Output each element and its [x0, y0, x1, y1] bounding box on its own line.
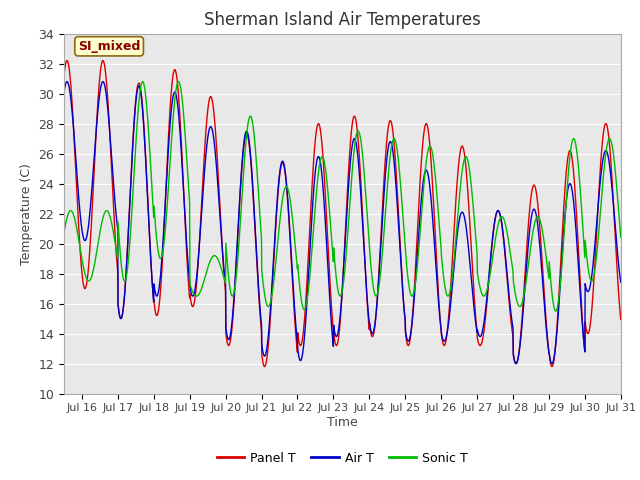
- Line: Panel T: Panel T: [64, 60, 621, 367]
- Panel T: [601, 122, 609, 128]
- Air T: [63, 79, 71, 84]
- Air T: [499, 228, 506, 233]
- Air T: [602, 148, 609, 154]
- Sonic T: [60, 229, 68, 235]
- Sonic T: [552, 308, 559, 314]
- Panel T: [602, 121, 609, 127]
- Sonic T: [88, 271, 96, 277]
- Air T: [89, 175, 97, 181]
- Panel T: [499, 231, 507, 237]
- Panel T: [89, 196, 97, 202]
- Panel T: [60, 73, 68, 79]
- Text: SI_mixed: SI_mixed: [78, 40, 140, 53]
- Y-axis label: Temperature (C): Temperature (C): [20, 163, 33, 264]
- Air T: [617, 279, 625, 285]
- Sonic T: [499, 214, 506, 220]
- Sonic T: [316, 158, 324, 164]
- Air T: [60, 89, 68, 95]
- Air T: [331, 331, 339, 336]
- Sonic T: [602, 156, 609, 161]
- Title: Sherman Island Air Temperatures: Sherman Island Air Temperatures: [204, 11, 481, 29]
- Panel T: [260, 364, 268, 370]
- Legend: Panel T, Air T, Sonic T: Panel T, Air T, Sonic T: [212, 447, 473, 469]
- Sonic T: [617, 234, 625, 240]
- Panel T: [317, 128, 324, 134]
- Air T: [601, 149, 609, 155]
- Panel T: [63, 58, 71, 63]
- Air T: [316, 159, 324, 165]
- X-axis label: Time: Time: [327, 416, 358, 429]
- Panel T: [332, 340, 339, 346]
- Air T: [512, 360, 520, 366]
- Sonic T: [601, 158, 609, 164]
- Sonic T: [331, 262, 339, 268]
- Line: Sonic T: Sonic T: [64, 82, 621, 311]
- Line: Air T: Air T: [64, 82, 621, 363]
- Panel T: [617, 317, 625, 323]
- Sonic T: [175, 79, 182, 84]
